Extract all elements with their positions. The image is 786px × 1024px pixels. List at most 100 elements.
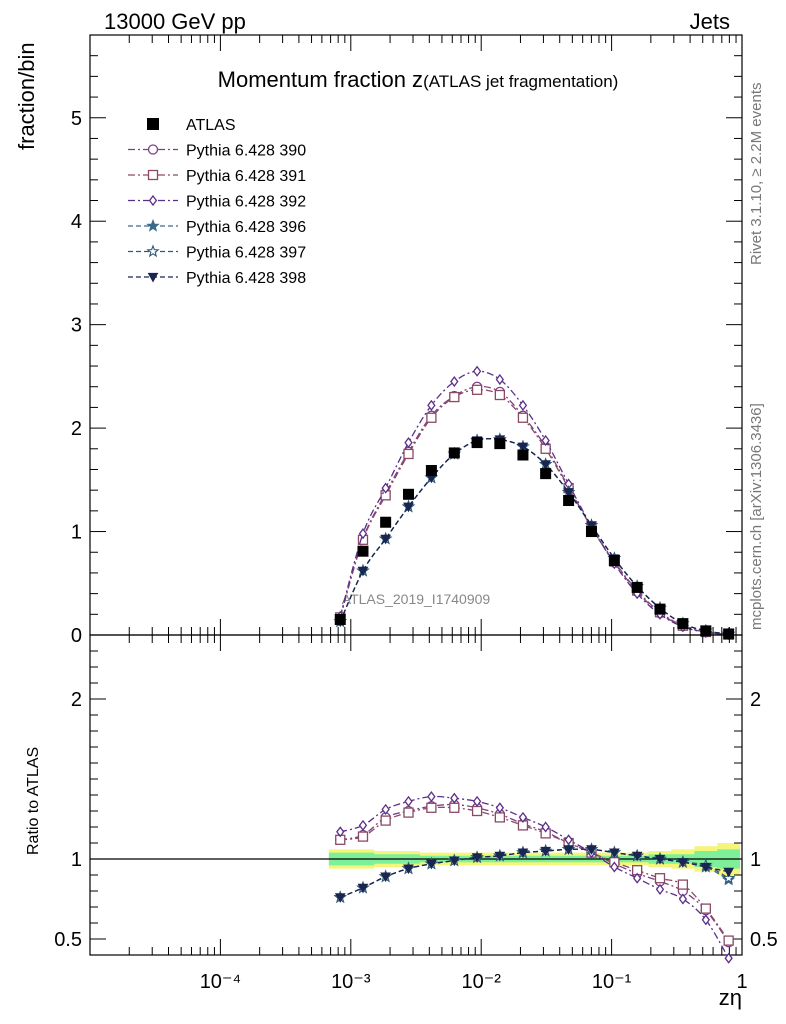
- ratio-y-tick-label: 0.5: [54, 929, 82, 951]
- ratio-y-axis-label: Ratio to ATLAS: [25, 747, 42, 855]
- main-panel: 0 1 2 3 4 5: [71, 34, 743, 955]
- series-1-ratio-line: [340, 803, 730, 943]
- series-6-ratio-point: [563, 845, 574, 855]
- series-3-ratio-point: [701, 914, 711, 926]
- series-2-point: [494, 389, 505, 401]
- series-6-point: [517, 442, 529, 453]
- data-point: [654, 603, 666, 615]
- series-6-point: [540, 460, 551, 470]
- series-6-ratio-point: [654, 854, 666, 865]
- series-6-ratio-point: [494, 851, 506, 862]
- series-6-point: [586, 521, 597, 531]
- legend-marker: [147, 144, 159, 155]
- ratio-y-tick-label: 1: [71, 849, 82, 871]
- series-3-ratio-point: [336, 826, 345, 838]
- data-point: [631, 581, 643, 593]
- series-6-ratio-point: [631, 851, 643, 862]
- main-y-tick-label: 1: [71, 522, 82, 544]
- analysis-watermark: ATLAS_2019_I1740909: [342, 591, 491, 607]
- series-6-ratio-point: [471, 853, 483, 863]
- series-2-ratio-point: [471, 805, 483, 817]
- x-tick-label: 10⁻²: [461, 971, 501, 993]
- ratio-panel: 10⁻⁴ 10⁻³ 10⁻² 10⁻¹ 10.5 0.51 12 2: [54, 35, 778, 993]
- series-2-point: [449, 391, 460, 403]
- series-1-line: [339, 385, 729, 636]
- series-2-ratio-point: [723, 935, 734, 946]
- series-3-ratio-point: [381, 803, 390, 815]
- chart-title-main: Momentum fraction z: [218, 67, 423, 92]
- legend-label: Pythia 6.428 391: [186, 168, 306, 185]
- series-2-point: [426, 412, 437, 423]
- main-y-tick-label: 0: [71, 625, 82, 647]
- series-6-ratio-point: [357, 883, 369, 894]
- series-6-ratio-point: [426, 859, 437, 870]
- ratio-y-tick-label-right: 1: [750, 849, 761, 871]
- legend-marker: [146, 244, 160, 258]
- data-point: [540, 468, 552, 480]
- series-2-ratio-point: [357, 831, 369, 842]
- legend-label: Pythia 6.428 398: [186, 270, 306, 287]
- data-point: [608, 555, 620, 567]
- data-point: [677, 618, 689, 630]
- series-3-ratio-point: [518, 811, 528, 823]
- main-y-tick-label: 3: [71, 315, 82, 337]
- series-2-ratio-point: [677, 879, 689, 890]
- legend-marker: [146, 218, 160, 232]
- series-3-point: [450, 375, 459, 388]
- series-3-point: [358, 528, 368, 540]
- legend-marker: [148, 194, 158, 207]
- x-tick-label: 10⁻¹: [592, 971, 632, 993]
- series-2-ratio-point: [380, 815, 391, 826]
- series-6-ratio-point: [677, 858, 689, 868]
- series-3-point: [495, 373, 505, 386]
- ratio-y-tick-label: 2: [71, 689, 82, 711]
- legend-label: ATLAS: [186, 117, 236, 134]
- data-point: [425, 465, 437, 477]
- series-3-point: [472, 365, 482, 377]
- series-3-ratio-point: [427, 791, 436, 803]
- series-6-point: [563, 488, 574, 498]
- legend-marker: [147, 272, 159, 283]
- ratio-y-tick-label-right: 0.5: [750, 929, 778, 951]
- legend-marker: [147, 118, 159, 130]
- series-3-ratio-point: [404, 795, 413, 807]
- series-6-point: [403, 502, 414, 513]
- data-point: [380, 516, 392, 528]
- data-point: [471, 437, 483, 449]
- ratio-frame: [89, 634, 743, 956]
- series-6-point: [380, 534, 391, 545]
- series-3-ratio-point: [541, 821, 550, 833]
- series-3-point: [427, 399, 436, 411]
- series-2-point: [517, 412, 529, 423]
- series-6-ratio-point: [609, 848, 620, 859]
- legend-label: Pythia 6.428 392: [186, 194, 306, 211]
- series-3-ratio-point: [358, 819, 368, 831]
- series-3-point: [541, 434, 550, 447]
- series-6-ratio-point: [586, 845, 597, 855]
- main-y-tick-label: 4: [71, 211, 82, 233]
- series-2-ratio-point: [426, 802, 437, 813]
- series-6-ratio-point: [700, 862, 712, 873]
- series-3-ratio-point: [724, 952, 733, 964]
- series-2-ratio-point: [494, 812, 505, 823]
- header-right: Jets: [690, 9, 730, 34]
- series-2-ratio-point: [700, 903, 711, 914]
- header-left: 13000 GeV pp: [104, 9, 246, 34]
- series-3-ratio-point: [678, 893, 688, 905]
- mcplots-credit-text: mcplots.cern.ch [arXiv:1306.3436]: [748, 403, 765, 630]
- x-tick-label: 10⁻⁴: [200, 971, 241, 993]
- series-3-ratio-point: [472, 795, 482, 807]
- chart-title: Momentum fraction z(ATLAS jet fragmentat…: [218, 67, 619, 92]
- legend-marker: [147, 169, 159, 181]
- series-3-ratio-point: [450, 792, 459, 804]
- data-point: [357, 545, 369, 557]
- legend-label: Pythia 6.428 397: [186, 245, 306, 262]
- legend: ATLAS Pythia 6.428 390 Pythia 6.428 391 Pyt…: [128, 117, 306, 287]
- data-point: [563, 495, 575, 507]
- series-2-point: [403, 448, 414, 460]
- series-3-ratio-point: [495, 802, 505, 814]
- x-tick-label: 10⁻³: [331, 971, 371, 993]
- series-6-ratio-point: [723, 867, 735, 878]
- series-2-point: [471, 384, 483, 395]
- series-6-ratio-point: [448, 856, 460, 867]
